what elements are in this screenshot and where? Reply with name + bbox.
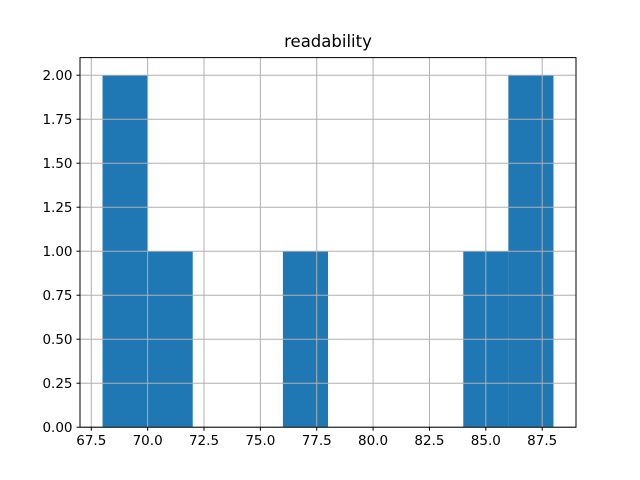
x-tick-label: 80.0 <box>358 433 388 449</box>
x-tick-label: 82.5 <box>414 433 444 449</box>
x-tick-label: 77.5 <box>302 433 332 449</box>
y-tick-label: 0.25 <box>42 376 72 392</box>
y-tick-label: 2.00 <box>42 68 72 84</box>
y-tick-label: 1.25 <box>42 200 72 216</box>
x-tick-label: 67.5 <box>76 433 106 449</box>
x-tick-label: 70.0 <box>133 433 163 449</box>
x-tick-label: 75.0 <box>245 433 275 449</box>
tick-group: 67.5 70.0 72.5 75.0 77.5 80.0 82.5 85.0 87.5 0.00… <box>42 68 557 449</box>
y-tick-label: 0.00 <box>42 420 72 436</box>
y-tick-label: 0.50 <box>42 332 72 348</box>
spine-group <box>79 57 577 428</box>
x-tick-label: 72.5 <box>189 433 219 449</box>
chart-title: readability <box>284 32 372 51</box>
y-tick-label: 0.75 <box>42 288 72 304</box>
y-tick-label: 1.00 <box>42 244 72 260</box>
x-tick-label: 87.5 <box>527 433 557 449</box>
plot-border <box>79 57 577 428</box>
x-tick-label: 85.0 <box>471 433 501 449</box>
y-tick-label: 1.50 <box>42 156 72 172</box>
y-tick-label: 1.75 <box>42 112 72 128</box>
